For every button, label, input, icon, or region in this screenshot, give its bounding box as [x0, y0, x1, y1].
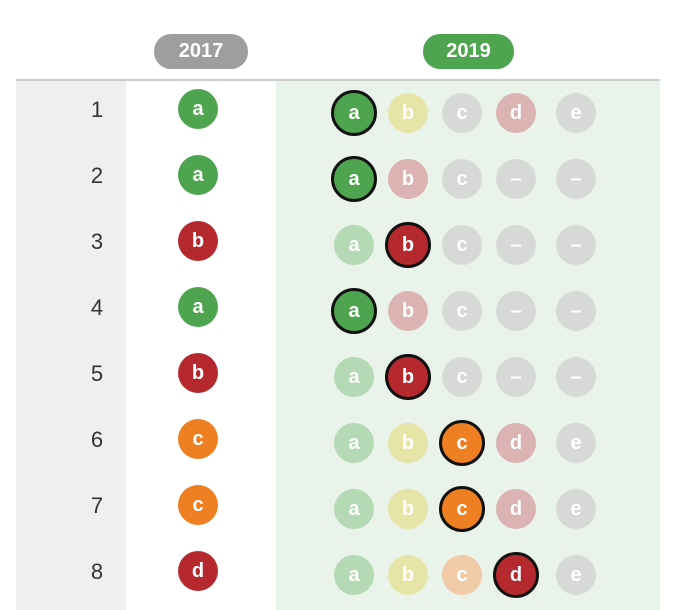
grade-2019-selected-circle: a — [331, 156, 377, 202]
grade-2019-option-circle: – — [556, 291, 596, 331]
grade-2019-selected-circle: b — [385, 354, 431, 400]
number-column-background — [16, 81, 126, 610]
grade-row: 5 b a b c – – — [0, 341, 678, 407]
grade-2017-circle: a — [178, 89, 218, 129]
row-number: 4 — [90, 295, 104, 320]
grade-row: 2 a a b c – – — [0, 143, 678, 209]
grade-2017-circle: c — [178, 419, 218, 459]
grade-2019-option-circle: b — [388, 423, 428, 463]
grade-2019-option-circle: – — [496, 159, 536, 199]
grade-2019-option-circle: b — [388, 159, 428, 199]
grade-2019-option-circle: a — [334, 357, 374, 397]
grade-2017-circle: b — [178, 353, 218, 393]
grade-2019-option-circle: e — [556, 423, 596, 463]
grade-2019-selected-circle: a — [331, 90, 377, 136]
grade-2019-option-circle: c — [442, 357, 482, 397]
row-number: 2 — [90, 163, 104, 188]
grade-2017-circle: d — [178, 551, 218, 591]
grade-2019-option-circle: – — [556, 357, 596, 397]
grade-2019-option-circle: – — [556, 225, 596, 265]
row-number: 6 — [90, 427, 104, 452]
row-number: 7 — [90, 493, 104, 518]
grade-2019-selected-circle: d — [493, 552, 539, 598]
grade-2019-selected-circle: a — [331, 288, 377, 334]
row-number: 1 — [90, 97, 104, 122]
grade-2017-circle: c — [178, 485, 218, 525]
grade-2019-option-circle: c — [442, 291, 482, 331]
row-number: 5 — [90, 361, 104, 386]
grade-2019-option-circle: d — [496, 93, 536, 133]
grade-2019-option-circle: d — [496, 489, 536, 529]
grade-2019-option-circle: b — [388, 93, 428, 133]
grade-2019-option-circle: c — [442, 225, 482, 265]
grade-2019-selected-circle: c — [439, 486, 485, 532]
grade-2019-option-circle: a — [334, 555, 374, 595]
grade-2019-option-circle: e — [556, 489, 596, 529]
grade-2019-option-circle: – — [496, 357, 536, 397]
grade-row: 4 a a b c – – — [0, 275, 678, 341]
grade-2019-option-circle: d — [496, 423, 536, 463]
year-2019-header: 2019 — [423, 34, 514, 69]
grade-2019-selected-circle: b — [385, 222, 431, 268]
grade-2017-circle: a — [178, 287, 218, 327]
row-number: 3 — [90, 229, 104, 254]
year-2017-header: 2017 — [154, 34, 248, 69]
grade-2019-option-circle: a — [334, 225, 374, 265]
grade-2019-option-circle: b — [388, 291, 428, 331]
grade-row: 3 b a b c – – — [0, 209, 678, 275]
grade-2019-option-circle: a — [334, 489, 374, 529]
grade-2019-option-circle: e — [556, 555, 596, 595]
grade-2019-option-circle: e — [556, 93, 596, 133]
grade-2019-option-circle: – — [496, 291, 536, 331]
grade-2019-selected-circle: c — [439, 420, 485, 466]
grade-2017-circle: b — [178, 221, 218, 261]
grade-2019-option-circle: – — [556, 159, 596, 199]
grade-2017-circle: a — [178, 155, 218, 195]
grade-2019-option-circle: b — [388, 555, 428, 595]
row-number: 8 — [90, 559, 104, 584]
grade-2019-option-circle: c — [442, 555, 482, 595]
grade-2019-option-circle: a — [334, 423, 374, 463]
grade-2019-option-circle: b — [388, 489, 428, 529]
grade-2019-option-circle: c — [442, 159, 482, 199]
grade-2019-option-circle: c — [442, 93, 482, 133]
header-divider — [16, 79, 660, 81]
grade-2019-option-circle: – — [496, 225, 536, 265]
